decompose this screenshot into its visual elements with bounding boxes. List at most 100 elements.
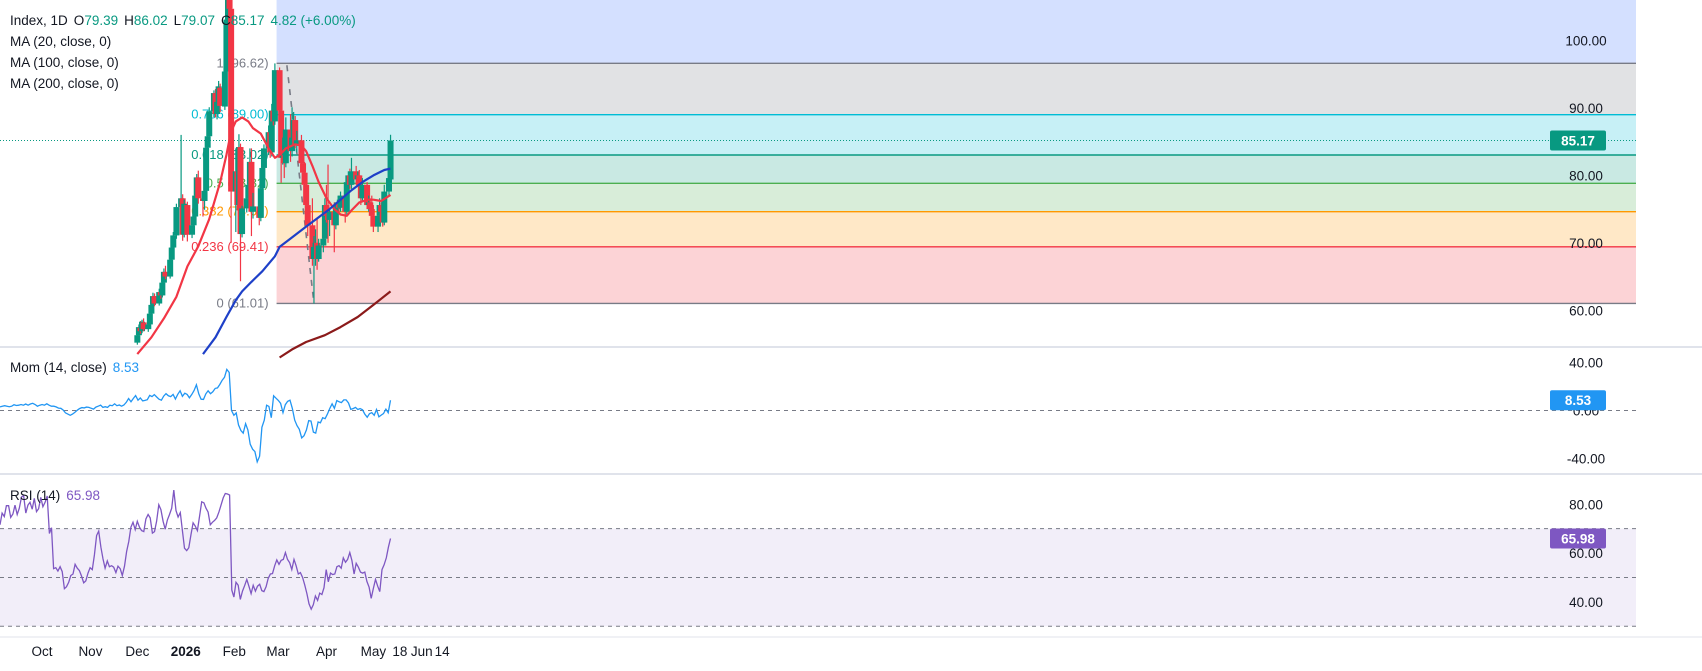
close-label: C — [220, 13, 231, 28]
fib-zone — [276, 114, 1637, 156]
close-value: 85.17 — [230, 13, 265, 28]
price-axis-tick: 60.00 — [1569, 303, 1603, 318]
candle-body — [221, 71, 228, 107]
rsi-label: RSI (14) — [10, 488, 61, 503]
candle-body — [145, 324, 152, 330]
candle-body — [348, 171, 355, 185]
candle-body — [167, 259, 174, 277]
candle-body — [248, 161, 255, 212]
candle-body — [315, 245, 322, 260]
time-axis-tick: Feb — [223, 644, 246, 659]
ma200-legend[interactable]: MA (200, close, 0) — [10, 76, 119, 91]
candle-body — [160, 271, 167, 283]
rsi-pane[interactable] — [0, 490, 1636, 627]
candle-body — [310, 246, 317, 260]
candle-body — [156, 292, 163, 304]
candle-body — [293, 140, 300, 145]
fib-level-label: 0.236 (69.41) — [191, 239, 268, 254]
candle-body — [237, 147, 244, 235]
ma20-line — [136, 116, 392, 355]
candle-body — [184, 205, 191, 235]
candle-body — [300, 163, 307, 173]
candle-body — [326, 211, 333, 220]
last-price-badge: 85.17 — [1561, 134, 1595, 149]
ma100-legend[interactable]: MA (100, close, 0) — [10, 55, 119, 70]
axes: 100.0090.0080.0070.0060.0040.000.00-40.0… — [31, 33, 1606, 659]
fib-extension-zone — [276, 0, 1637, 64]
momentum-axis-tick: 40.00 — [1569, 355, 1603, 370]
candle-body — [309, 225, 316, 260]
price-pane[interactable] — [134, 0, 394, 359]
candle-body — [276, 70, 283, 111]
candle-body — [243, 198, 250, 209]
candle-body — [259, 167, 266, 189]
momentum-legend[interactable]: Mom (14, close) 8.53 — [10, 357, 139, 378]
candle-body — [292, 120, 299, 145]
candle-body — [168, 247, 175, 260]
rsi-legend[interactable]: RSI (14) 65.98 — [10, 485, 100, 506]
candle-body — [368, 209, 375, 216]
rsi-axis-tick: 60.00 — [1569, 546, 1603, 561]
candle-body — [228, 8, 235, 192]
candle-body — [303, 184, 310, 206]
time-axis-tick: Dec — [125, 644, 149, 659]
candle-body — [162, 271, 169, 277]
candle-body — [343, 182, 350, 212]
momentum-pane[interactable] — [0, 367, 1636, 465]
candle-body — [298, 140, 305, 164]
price-axis-tick: 80.00 — [1569, 168, 1603, 183]
candle-body — [370, 215, 377, 227]
candle-body — [134, 335, 141, 343]
time-axis-tick: May — [361, 644, 387, 659]
candle-body — [189, 225, 196, 235]
time-axis-tick: 14 — [435, 644, 451, 659]
time-axis-tick: Jun — [411, 644, 433, 659]
momentum-value: 8.53 — [112, 360, 140, 375]
candle-body — [282, 129, 289, 164]
fib-zone — [276, 246, 1637, 304]
candle-body — [173, 207, 180, 236]
rsi-axis-tick: 80.00 — [1569, 497, 1603, 512]
candle-body — [204, 136, 211, 148]
rsi-axis-tick: 40.00 — [1569, 595, 1603, 610]
momentum-line — [0, 367, 392, 465]
ma20-legend[interactable]: MA (20, close, 0) — [10, 34, 112, 49]
candle-body — [206, 111, 213, 137]
candle-body — [321, 205, 328, 239]
ohlc-line: Index, 1D O79.39 H86.02 L79.07 C85.17 4.82 (+… — [10, 10, 356, 31]
time-axis-tick: Oct — [31, 644, 52, 659]
fib-zone — [276, 155, 1637, 184]
fib-trend-line — [286, 65, 315, 304]
candle-body — [170, 235, 177, 248]
time-axis-tick: Apr — [316, 644, 338, 659]
candle-body — [181, 203, 188, 235]
candle-body — [381, 191, 388, 223]
time-axis-tick: Mar — [266, 644, 290, 659]
fib-zone — [276, 63, 1637, 115]
momentum-axis-tick: -40.00 — [1567, 452, 1605, 467]
candle-body — [301, 172, 308, 185]
last-price-badge-bg — [1550, 130, 1606, 151]
candle-body — [159, 282, 166, 296]
price-axis-tick: 70.00 — [1569, 236, 1603, 251]
change-value: 4.82 (+6.00%) — [270, 13, 356, 28]
time-axis-tick: 2026 — [171, 644, 202, 659]
high-value: 86.02 — [133, 13, 168, 28]
rsi-value-badge-bg — [1550, 528, 1606, 549]
candle-body — [271, 70, 278, 122]
candle-body — [203, 147, 210, 191]
time-axis-tick: Nov — [78, 644, 102, 659]
candle-body — [337, 195, 344, 208]
candle-body — [289, 137, 296, 152]
rsi-value-badge: 65.98 — [1561, 531, 1595, 546]
low-label: L — [173, 13, 182, 28]
grid — [0, 140, 1702, 638]
candle-body — [151, 296, 158, 304]
candle-body — [190, 216, 197, 226]
fib-zone — [276, 211, 1637, 247]
momentum-value-badge-bg — [1550, 390, 1606, 411]
fibonacci-retracement[interactable]: 1 (96.62)0.786 (89.00)0.618 (83.02)0.5 (… — [191, 0, 1637, 310]
candle-body — [223, 19, 230, 72]
candle-body — [387, 140, 394, 180]
